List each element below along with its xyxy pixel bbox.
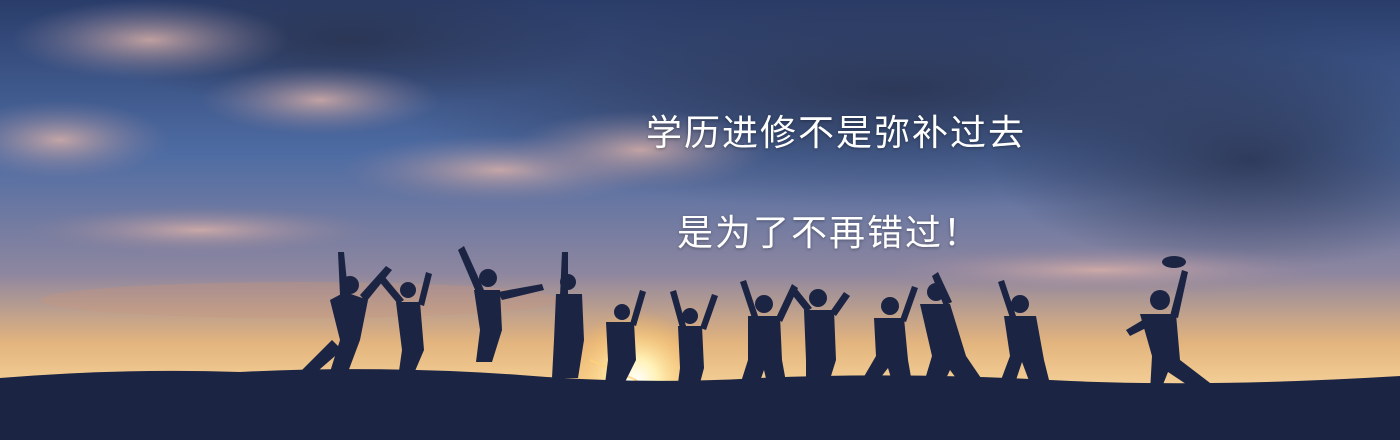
headline-line-1: 学历进修不是弥补过去 [645, 113, 1026, 154]
headline-line-2: 是为了不再错过！ [676, 213, 981, 254]
people-silhouette-icon [300, 246, 1214, 410]
